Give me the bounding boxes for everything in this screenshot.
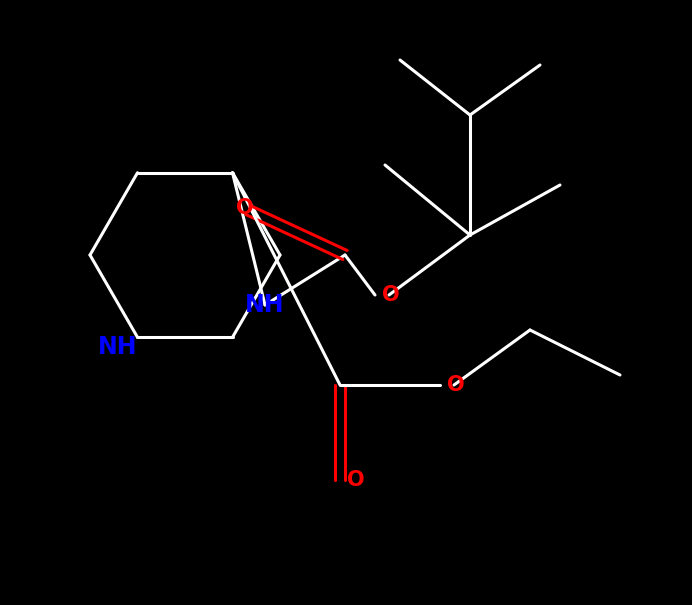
Text: O: O	[447, 375, 465, 395]
Text: NH: NH	[98, 335, 137, 359]
Text: O: O	[382, 285, 400, 305]
Text: NH: NH	[245, 293, 284, 317]
Text: O: O	[347, 470, 365, 490]
Text: O: O	[236, 198, 254, 218]
